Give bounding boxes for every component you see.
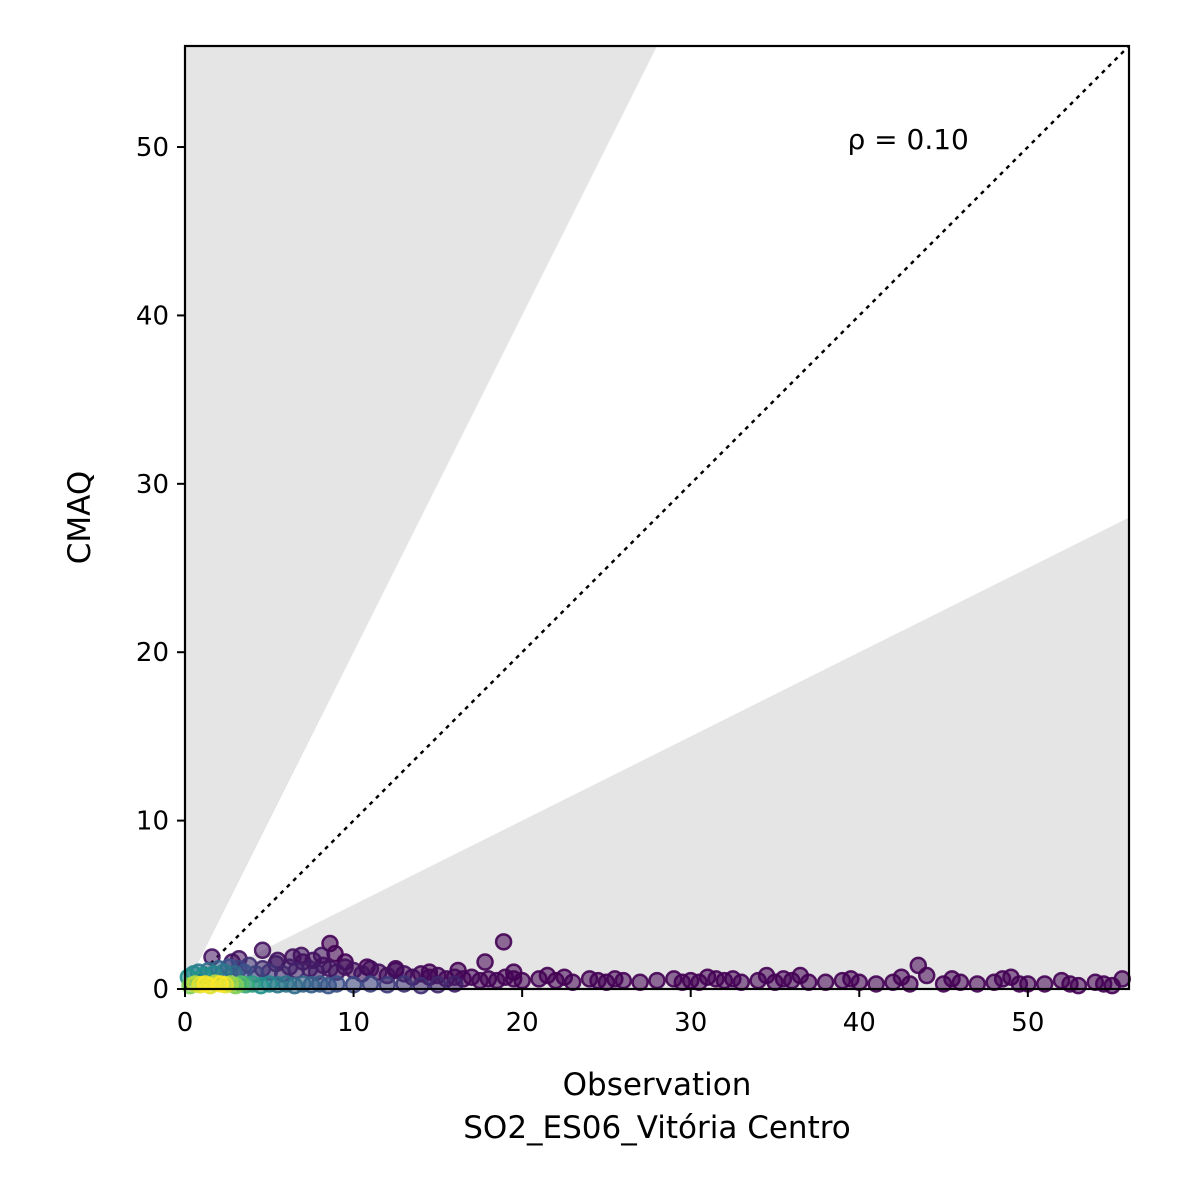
y-tick-label: 20 bbox=[136, 638, 169, 668]
data-point bbox=[445, 975, 464, 993]
data-point bbox=[395, 975, 413, 993]
x-tick-label: 20 bbox=[506, 1008, 539, 1038]
factor-band-shading bbox=[185, 46, 1129, 989]
y-tick-label: 40 bbox=[136, 301, 169, 331]
data-point bbox=[312, 946, 331, 965]
x-tick-label: 40 bbox=[843, 1008, 876, 1038]
data-point bbox=[867, 975, 885, 993]
data-point bbox=[1113, 970, 1132, 988]
data-point bbox=[901, 975, 919, 993]
data-point bbox=[799, 973, 818, 992]
lower-shaded-region bbox=[185, 517, 1129, 989]
plot-frame bbox=[183, 44, 1131, 991]
one-to-one-line bbox=[184, 45, 1130, 990]
data-point bbox=[1035, 975, 1054, 993]
data-point bbox=[850, 973, 869, 992]
upper-shaded-region bbox=[185, 46, 657, 989]
data-point bbox=[496, 968, 515, 986]
y-axis-ticks: 0 10 20 30 40 50 bbox=[136, 133, 185, 1005]
data-point bbox=[732, 973, 751, 992]
y-tick-label: 0 bbox=[152, 975, 169, 1005]
data-point bbox=[631, 973, 649, 992]
data-point bbox=[917, 966, 936, 985]
x-axis-label: Observation bbox=[563, 1067, 752, 1103]
data-point bbox=[412, 976, 430, 995]
x-tick-label: 0 bbox=[177, 1008, 194, 1038]
data-point bbox=[968, 975, 987, 993]
data-point bbox=[951, 973, 970, 992]
y-axis-label: CMAQ bbox=[62, 471, 98, 564]
data-point bbox=[211, 975, 230, 993]
data-point bbox=[494, 933, 513, 951]
data-point bbox=[816, 973, 835, 992]
y-tick-label: 50 bbox=[136, 133, 169, 163]
data-point bbox=[361, 975, 380, 993]
data-point bbox=[648, 971, 666, 990]
data-point bbox=[614, 971, 633, 990]
y-tick-label: 10 bbox=[136, 807, 169, 837]
data-point bbox=[563, 973, 582, 992]
x-axis-ticks: 0 10 20 30 40 50 bbox=[177, 989, 1044, 1038]
x-tick-label: 30 bbox=[674, 1008, 707, 1038]
data-point bbox=[1069, 976, 1088, 995]
data-point bbox=[476, 953, 494, 971]
data-point bbox=[292, 946, 311, 965]
y-tick-label: 30 bbox=[136, 470, 169, 500]
x-tick-label: 10 bbox=[337, 1008, 370, 1038]
x-axis-sublabel: SO2_ES06_Vitória Centro bbox=[463, 1110, 851, 1146]
x-tick-label: 50 bbox=[1011, 1008, 1044, 1038]
data-point bbox=[253, 941, 272, 960]
correlation-annotation: ρ = 0.10 bbox=[847, 123, 968, 156]
